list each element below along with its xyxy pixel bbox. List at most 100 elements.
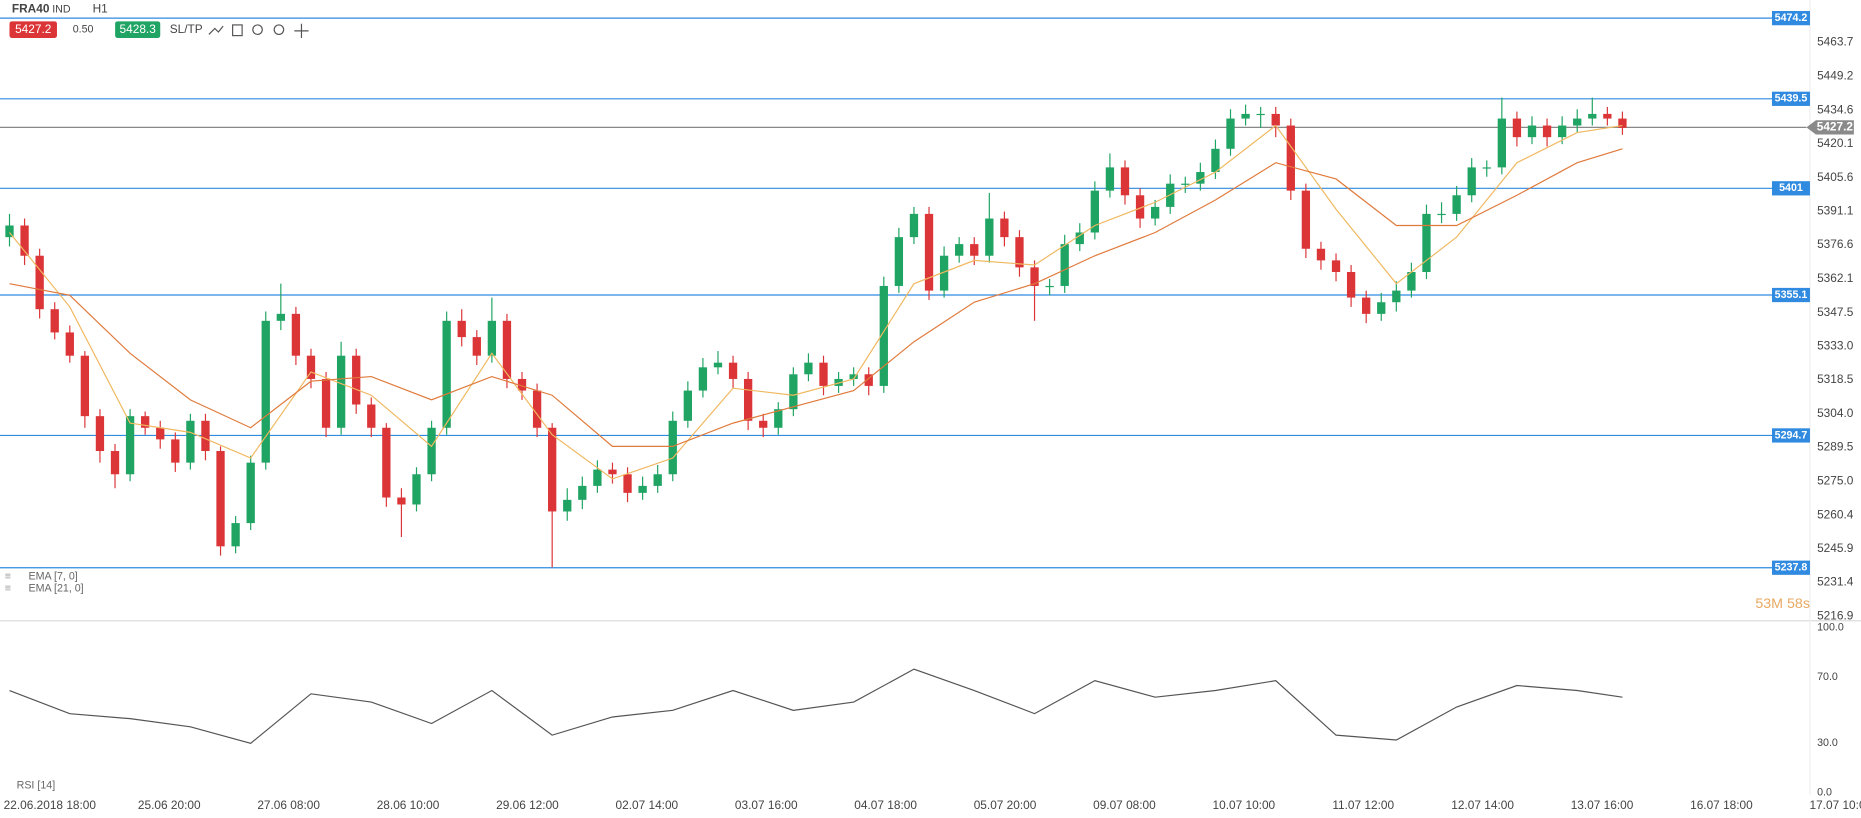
legend-icon: ≡ — [5, 571, 11, 583]
candle-body — [1256, 113, 1265, 116]
level-tag — [1771, 560, 1810, 575]
candle-body — [1196, 172, 1205, 184]
symbol[interactable]: FRA40 — [12, 2, 50, 16]
candle-body — [1407, 272, 1416, 291]
candle-body — [1362, 297, 1371, 314]
candle-body — [352, 355, 361, 405]
candle-body — [276, 313, 285, 321]
candle-body — [743, 378, 753, 421]
candle-body — [532, 390, 542, 428]
candle-body — [487, 320, 497, 356]
candle-body — [457, 320, 466, 338]
candle-body — [20, 225, 29, 256]
candle-body — [1060, 244, 1069, 286]
current-price-label: 5427.2 — [1817, 120, 1854, 134]
candle-body — [1331, 260, 1341, 273]
candle-body — [186, 420, 195, 463]
candle-body — [412, 474, 421, 505]
sell-button[interactable] — [9, 21, 57, 38]
market: IND — [52, 3, 71, 15]
candle-body — [1105, 167, 1115, 191]
rsi-tick-label: 100.0 — [1817, 622, 1844, 634]
sltp-button[interactable]: SL/TP — [170, 22, 203, 36]
level-label: 5401 — [1779, 182, 1803, 194]
candle-body — [125, 416, 135, 475]
candle-body — [231, 523, 240, 547]
candle-body — [1316, 248, 1326, 261]
candle-body — [774, 409, 783, 428]
indicator-legend: EMA [21, 0] — [28, 583, 83, 595]
buy-button[interactable] — [115, 21, 161, 38]
y-tick-label: 5275.0 — [1817, 473, 1854, 487]
candle-body — [1557, 125, 1567, 138]
level-label: 5294.7 — [1775, 429, 1808, 441]
candle-body — [864, 374, 873, 386]
x-tick-label: 16.07 18:00 — [1690, 798, 1753, 812]
x-tick-label: 12.07 14:00 — [1451, 798, 1514, 812]
pan-icon[interactable] — [294, 23, 309, 38]
candle-body — [261, 320, 270, 463]
zoom-in-icon[interactable] — [273, 24, 285, 36]
line-tool-icon[interactable] — [208, 25, 224, 35]
toolbar: FRA40 IND H1 5427.2 0.50 5428.3 SL/TP — [9, 2, 309, 38]
x-tick-label: 11.07 12:00 — [1332, 798, 1394, 812]
candle-body — [924, 213, 934, 291]
y-tick-label: 5420.1 — [1817, 136, 1854, 150]
timeframe[interactable]: H1 — [93, 2, 109, 16]
y-tick-label: 5333.0 — [1817, 339, 1854, 353]
candle-body — [1346, 272, 1356, 298]
candle-body — [985, 218, 994, 256]
candle-body — [216, 451, 225, 547]
candle-body — [759, 420, 768, 428]
candle-body — [608, 469, 617, 475]
candle-body — [593, 469, 602, 486]
candle-body — [698, 367, 708, 391]
candle-body — [1211, 148, 1220, 173]
candle-body — [95, 416, 105, 452]
y-tick-label: 5289.5 — [1817, 440, 1854, 454]
candle-tool-icon[interactable] — [232, 24, 243, 37]
candle-body — [653, 474, 662, 486]
candle-body — [1181, 183, 1190, 185]
candle-body — [442, 320, 451, 428]
y-tick-label: 5362.1 — [1817, 271, 1854, 285]
candle-body — [1482, 167, 1491, 169]
buy-price[interactable]: 5428.3 — [120, 22, 157, 36]
candle-body — [291, 313, 301, 356]
candle-body — [382, 427, 391, 498]
x-tick-label: 17.07 10:00 — [1809, 798, 1861, 812]
y-tick-label: 5449.2 — [1817, 68, 1853, 82]
x-tick-label: 03.07 16:00 — [735, 798, 798, 812]
level-tag — [1771, 11, 1810, 26]
ema-line — [9, 124, 1623, 480]
x-tick-label: 04.07 18:00 — [854, 798, 917, 812]
x-tick-label: 02.07 14:00 — [616, 798, 679, 812]
candle-body — [789, 374, 798, 410]
candle-body — [713, 362, 723, 368]
y-tick-label: 5231.4 — [1817, 575, 1854, 589]
candle-body — [1588, 113, 1597, 119]
level-label: 5439.5 — [1775, 93, 1808, 105]
candle-body — [909, 213, 919, 238]
zoom-out-icon[interactable] — [252, 24, 263, 36]
candle-body — [939, 255, 949, 291]
y-tick-label: 5347.5 — [1817, 305, 1854, 319]
candle-body — [1075, 232, 1084, 245]
candle-body — [472, 337, 481, 356]
candle-body — [1573, 118, 1582, 126]
candle-body — [1150, 206, 1160, 219]
y-tick-label: 5304.0 — [1817, 406, 1854, 420]
candle-body — [623, 474, 632, 493]
candle-body — [970, 244, 979, 256]
x-tick-label: 28.06 10:00 — [377, 798, 440, 812]
y-tick-label: 5216.9 — [1817, 608, 1854, 622]
candle-body — [35, 255, 44, 310]
candle-body — [578, 485, 587, 500]
sell-price[interactable]: 5427.2 — [15, 22, 51, 36]
candle-body — [1542, 125, 1552, 138]
x-tick-label: 05.07 20:00 — [974, 798, 1037, 812]
x-tick-label: 10.07 10:00 — [1213, 798, 1276, 812]
rsi-tick-label: 0.0 — [1817, 787, 1832, 799]
candle-body — [1226, 118, 1235, 149]
